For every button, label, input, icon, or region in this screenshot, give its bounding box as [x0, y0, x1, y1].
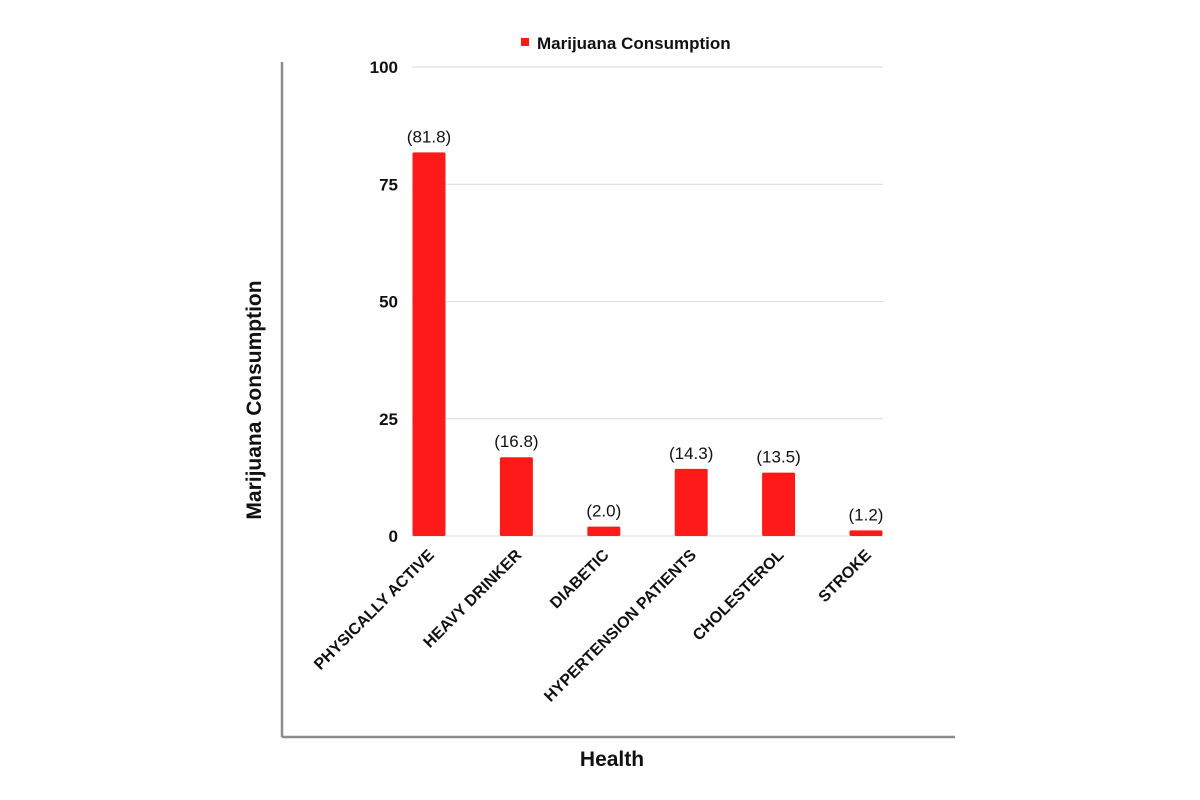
legend: Marijuana Consumption — [521, 34, 731, 53]
bars — [412, 152, 883, 536]
gridlines — [412, 66, 883, 537]
x-axis-title: Health — [580, 748, 644, 771]
y-tick-label: 50 — [379, 293, 398, 312]
bar-stroke — [849, 530, 883, 536]
y-axis-ticks: 0 25 50 75 100 — [370, 58, 398, 546]
bar-physically-active — [412, 152, 446, 536]
data-label: (1.2) — [849, 505, 884, 524]
y-tick-label: 100 — [370, 58, 398, 77]
y-tick-label: 0 — [389, 527, 398, 546]
x-tick-label: HYPERTENSION PATIENTS — [541, 547, 700, 706]
data-label: (14.3) — [669, 444, 713, 463]
x-tick-label: PHYSICALLY ACTIVE — [311, 547, 438, 674]
x-tick-label: HEAVY DRINKER — [421, 546, 526, 651]
y-axis-title: Marijuana Consumption — [243, 280, 266, 519]
data-label: (2.0) — [586, 502, 621, 521]
x-tick-label: STROKE — [816, 547, 875, 606]
data-label: (16.8) — [494, 432, 538, 451]
bar-cholesterol — [762, 472, 796, 536]
data-label: (13.5) — [756, 448, 800, 467]
chart-frame — [280, 62, 955, 739]
legend-label: Marijuana Consumption — [537, 34, 731, 53]
y-tick-label: 25 — [379, 410, 398, 429]
legend-swatch — [521, 38, 529, 46]
data-label: (81.8) — [407, 127, 451, 146]
bar-heavy-drinker — [499, 457, 533, 536]
y-tick-label: 75 — [379, 175, 398, 194]
bar-diabetic — [587, 526, 621, 536]
bar-hypertension-patients — [674, 468, 708, 536]
x-tick-label: CHOLESTEROL — [690, 547, 788, 645]
data-labels: (81.8) (16.8) (2.0) (14.3) (13.5) (1.2) — [407, 127, 884, 524]
x-tick-label: DIABETIC — [547, 546, 613, 612]
